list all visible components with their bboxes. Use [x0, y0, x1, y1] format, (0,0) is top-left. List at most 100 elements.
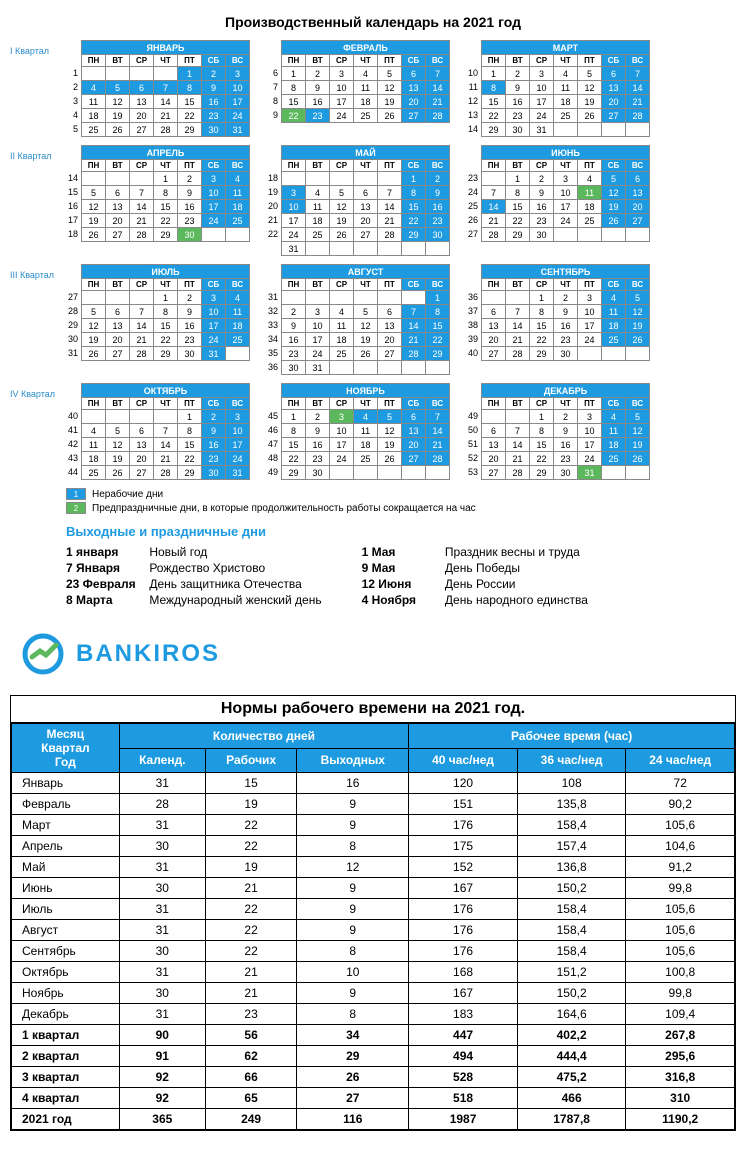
norms-row: 2021 год36524911619871787,81190,2: [12, 1109, 735, 1130]
norms-cell: 151: [409, 794, 518, 815]
dow-header: ПТ: [378, 55, 402, 67]
day-cell: 22: [282, 109, 306, 123]
day-cell: 22: [402, 214, 426, 228]
day-cell: 10: [578, 305, 602, 319]
day-cell: 30: [306, 466, 330, 480]
day-cell: 30: [426, 228, 450, 242]
norms-cell: 158,4: [517, 941, 626, 962]
day-cell: 9: [426, 186, 450, 200]
day-cell: 10: [554, 186, 578, 200]
day-cell: 22: [482, 109, 506, 123]
day-cell: 31: [202, 347, 226, 361]
day-cell: 22: [506, 214, 530, 228]
day-cell: [330, 291, 354, 305]
day-cell: 19: [354, 333, 378, 347]
month-name: ОКТЯБРЬ: [82, 384, 250, 398]
day-cell: 14: [154, 95, 178, 109]
day-cell: 18: [82, 109, 106, 123]
day-cell: 21: [154, 109, 178, 123]
norms-row: Январь31151612010872: [12, 773, 735, 794]
day-cell: [106, 67, 130, 81]
day-cell: 17: [226, 438, 250, 452]
day-cell: 1: [402, 172, 426, 186]
day-cell: 29: [178, 466, 202, 480]
day-cell: [354, 242, 378, 256]
norms-cell: 21: [205, 878, 296, 899]
norms-row-label: Август: [12, 920, 120, 941]
day-cell: 31: [226, 466, 250, 480]
dow-header: СБ: [402, 55, 426, 67]
norms-cell: 176: [409, 815, 518, 836]
norms-cell: 104,6: [626, 836, 735, 857]
day-cell: 18: [354, 438, 378, 452]
dow-header: ВС: [626, 279, 650, 291]
dow-header: СР: [530, 279, 554, 291]
day-cell: 3: [226, 410, 250, 424]
day-cell: 4: [226, 291, 250, 305]
day-cell: 21: [130, 214, 154, 228]
day-cell: [202, 228, 226, 242]
norms-cell: 31: [119, 815, 205, 836]
norms-subheader: Выходных: [297, 748, 409, 773]
day-cell: 30: [178, 228, 202, 242]
day-cell: [402, 291, 426, 305]
dow-header: ВТ: [506, 55, 530, 67]
dow-header: ПТ: [378, 160, 402, 172]
holidays-col: 1 января Новый год7 Января Рождество Хри…: [66, 545, 322, 609]
day-cell: 10: [530, 81, 554, 95]
day-cell: 6: [106, 305, 130, 319]
norms-cell: 66: [205, 1067, 296, 1088]
day-cell: [226, 228, 250, 242]
day-cell: 16: [178, 200, 202, 214]
day-cell: 15: [530, 438, 554, 452]
week-numbers: 4041424344: [64, 409, 78, 479]
norms-cell: 21: [205, 983, 296, 1004]
norms-cell: 19: [205, 857, 296, 878]
norms-row-label: Январь: [12, 773, 120, 794]
day-cell: 26: [602, 214, 626, 228]
day-cell: 24: [202, 214, 226, 228]
day-cell: 11: [226, 186, 250, 200]
day-cell: 11: [554, 81, 578, 95]
norms-cell: 152: [409, 857, 518, 878]
month-name: ДЕКАБРЬ: [482, 384, 650, 398]
day-cell: 25: [226, 214, 250, 228]
day-cell: 16: [202, 438, 226, 452]
day-cell: 27: [626, 214, 650, 228]
logo-text: BANKIROS: [76, 640, 220, 668]
day-cell: 9: [306, 81, 330, 95]
day-cell: 29: [426, 347, 450, 361]
day-cell: 1: [154, 172, 178, 186]
day-cell: 2: [202, 67, 226, 81]
dow-header: ВТ: [306, 398, 330, 410]
dow-header: ВС: [626, 55, 650, 67]
quarter-label: I Квартал: [10, 40, 64, 56]
day-cell: [626, 466, 650, 480]
day-cell: 25: [330, 347, 354, 361]
norms-cell: 9: [297, 794, 409, 815]
day-cell: 1: [178, 410, 202, 424]
month-table: ИЮЛЬПНВТСРЧТПТСБВС1234567891011121314151…: [81, 264, 250, 361]
day-cell: 20: [354, 214, 378, 228]
dow-header: СР: [330, 55, 354, 67]
dow-header: ВС: [626, 160, 650, 172]
day-cell: 21: [626, 95, 650, 109]
holidays-block: Выходные и праздничные дни 1 января Новы…: [66, 524, 736, 609]
day-cell: 11: [82, 95, 106, 109]
day-cell: 7: [402, 305, 426, 319]
norms-cell: 22: [205, 920, 296, 941]
norms-cell: 120: [409, 773, 518, 794]
day-cell: 5: [354, 305, 378, 319]
day-cell: [130, 172, 154, 186]
day-cell: 23: [202, 109, 226, 123]
day-cell: 2: [506, 67, 530, 81]
norms-cell: 30: [119, 941, 205, 962]
logo-row: BANKIROS: [20, 631, 736, 677]
norms-cell: 402,2: [517, 1025, 626, 1046]
day-cell: 14: [482, 200, 506, 214]
day-cell: 7: [626, 67, 650, 81]
day-cell: 4: [578, 172, 602, 186]
month-name: СЕНТЯБРЬ: [482, 265, 650, 279]
day-cell: 21: [506, 333, 530, 347]
norms-cell: 31: [119, 1004, 205, 1025]
